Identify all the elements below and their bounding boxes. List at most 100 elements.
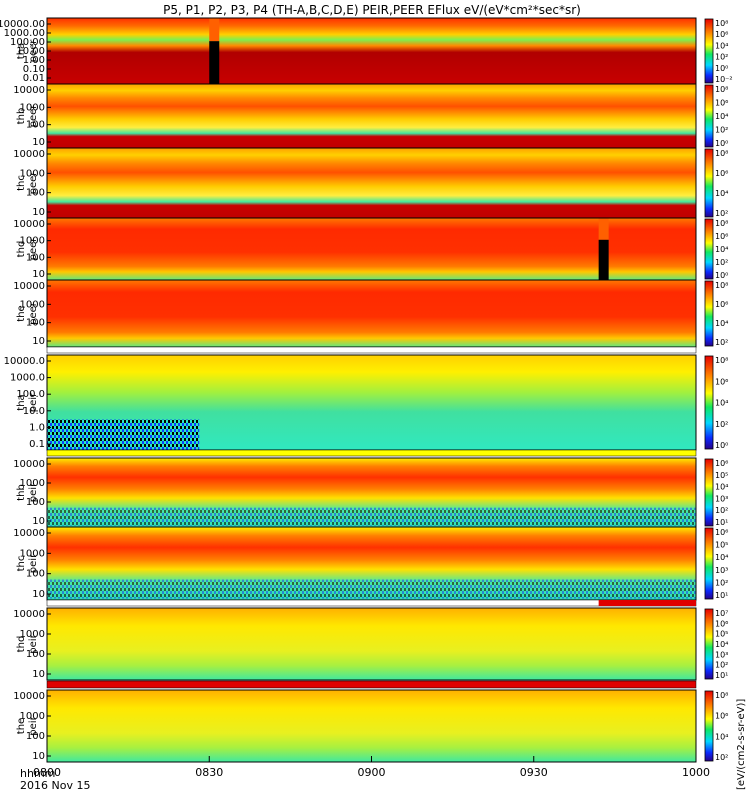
colorbar-tick-label: 10² <box>715 506 728 515</box>
y-tick-label: 0.10 <box>23 64 45 75</box>
noise-region <box>47 419 200 450</box>
time-axis-date: 2016 Nov 15 <box>20 779 90 792</box>
y-tick-label: 10000.00 <box>0 19 45 30</box>
y-tick-label: 100 <box>26 120 45 131</box>
colorbar-tick-label: 10⁴ <box>715 112 728 121</box>
y-tick-label: 10000 <box>13 281 45 292</box>
separator-strip <box>598 600 696 606</box>
y-tick-label: 100 <box>26 649 45 660</box>
colorbar-tick-label: 10⁸ <box>715 281 728 290</box>
y-tick-label: 10 <box>32 269 45 280</box>
colorbar-tick-label: 10⁻² <box>715 75 733 84</box>
panel-species-label: peer <box>28 301 39 325</box>
y-tick-label: 100.0 <box>16 389 45 400</box>
colorbar-tick-label: 10⁶ <box>715 377 728 386</box>
panel-probe-label: the <box>16 305 27 321</box>
x-tick-label: 0900 <box>358 766 386 779</box>
colorbar-tick-label: 10⁰ <box>715 271 728 280</box>
y-tick-label: 1000 <box>20 711 45 722</box>
colorbar <box>704 458 714 527</box>
colorbar <box>704 527 714 600</box>
panel-species-label: peir <box>28 715 39 735</box>
panel-the-peer: the peer 10000 1000 100 10 10⁸ 10⁶ 10⁴ 10² <box>13 279 728 348</box>
separator-strip <box>46 346 697 354</box>
colorbar-tick-label: 10⁶ <box>715 619 728 628</box>
colorbar-tick-label: 10⁸ <box>715 219 728 228</box>
y-tick-label: 10.00 <box>16 46 45 57</box>
y-tick-label: 10 <box>32 516 45 527</box>
panel-probe-label: thb <box>16 108 27 125</box>
colorbar-tick-label: 10⁰ <box>715 139 728 148</box>
panel-probe-label: tha <box>16 394 27 410</box>
y-tick-label: 10 <box>32 589 45 600</box>
panel-thb-peir: thb peir 10000 1000 100 10 10⁶ 10⁵ 10⁴ 10³ 10² 10¹ <box>13 457 728 528</box>
colorbar <box>704 18 714 84</box>
y-tick-label: 10000 <box>13 609 45 620</box>
panel-frame <box>46 607 697 681</box>
y-tick-label: 10000 <box>13 149 45 160</box>
panel-species-label: peir <box>28 392 39 412</box>
colorbar-tick-label: 10⁶ <box>715 99 728 108</box>
y-tick-label: 0.1 <box>29 439 45 450</box>
panel-thc-peir: thc peir 10000 1000 100 10 10⁶ 10⁵ 10⁴ 10³ 10² 10¹ <box>13 526 728 601</box>
y-tick-label: 10.0 <box>23 406 45 417</box>
panel-species-label: peer <box>28 39 39 63</box>
y-tick-label: 1000 <box>20 548 45 559</box>
colorbar-tick-label: 10⁴ <box>715 245 728 254</box>
y-tick-label: 1000 <box>20 299 45 310</box>
time-axis-label: hhmm <box>20 767 55 780</box>
data-gap-bar <box>598 239 609 280</box>
colorbar-tick-label: 10⁷ <box>715 609 728 618</box>
spectrogram-image <box>47 218 696 280</box>
y-tick-label: 10 <box>32 207 45 218</box>
y-tick-label: 1000.0 <box>10 373 45 384</box>
colorbar-tick-label: 10⁶ <box>715 300 728 309</box>
y-tick-label: 1000 <box>20 478 45 489</box>
spectrogram-image <box>47 18 696 84</box>
noise-region <box>47 579 696 599</box>
colorbar-tick-label: 10² <box>715 338 728 347</box>
panel-species-label: peer <box>28 104 39 128</box>
colorbar-tick-label: 10⁸ <box>715 356 728 365</box>
panel-species-label: peir <box>28 553 39 573</box>
x-tick-label: 0930 <box>520 766 548 779</box>
colorbar-tick-label: 10² <box>715 753 728 762</box>
colorbar-tick-label: 10¹ <box>715 518 728 527</box>
colorbar-tick-label: 10⁰ <box>715 441 728 450</box>
panel-tha-peer: tha peer 10000.001000.00100.0010.001.000.1… <box>0 17 733 85</box>
colorbar-tick-label: 10⁸ <box>715 691 728 700</box>
panel-probe-label: thd <box>16 636 27 653</box>
colorbar <box>704 690 714 762</box>
spectrogram-panels: tha peer10000.001000.00100.0010.001.000.1… <box>0 17 733 763</box>
colorbar-tick-label: 10¹ <box>715 591 728 600</box>
y-tick-label: 10 <box>32 336 45 347</box>
x-tick-label: 0830 <box>195 766 223 779</box>
colorbar <box>704 218 714 280</box>
panel-the-peir: the peir 10000 1000 100 10 10⁸ 10⁶ 10⁴ 10² <box>13 689 728 763</box>
panel-probe-label: thc <box>16 556 27 572</box>
colorbar-tick-label: 10⁴ <box>715 732 728 741</box>
y-tick-label: 100 <box>26 252 45 263</box>
colorbar-tick-label: 10¹ <box>715 671 728 680</box>
colorbar-tick-label: 10⁴ <box>715 189 728 198</box>
panel-probe-label: thb <box>16 484 27 501</box>
y-tick-label: 100 <box>26 731 45 742</box>
data-gap-cap <box>598 218 609 240</box>
colorbar-tick-label: 10⁴ <box>715 319 728 328</box>
colorbar-tick-label: 10² <box>715 209 728 218</box>
colorbar <box>704 608 714 680</box>
y-tick-label: 10000.0 <box>4 356 45 367</box>
y-tick-label: 100 <box>26 569 45 580</box>
y-tick-label: 100.00 <box>10 37 45 48</box>
y-tick-label: 100 <box>26 497 45 508</box>
panel-thb-peer: thb peer 10000 1000 100 10 10⁸ 10⁶ 10⁴ 10² 10⁰ <box>13 83 728 149</box>
noise-region <box>47 507 696 526</box>
y-tick-label: 1000 <box>20 629 45 640</box>
panel-thc-peer: thc peer 10000 1000 100 10 10⁸ 10⁶ 10⁴ 10² <box>13 147 728 219</box>
separator-strip <box>46 449 697 457</box>
colorbar-tick-label: 10⁸ <box>715 19 728 28</box>
spectrogram-image <box>47 280 696 347</box>
colorbar <box>704 84 714 148</box>
spectrogram-image <box>47 84 696 148</box>
